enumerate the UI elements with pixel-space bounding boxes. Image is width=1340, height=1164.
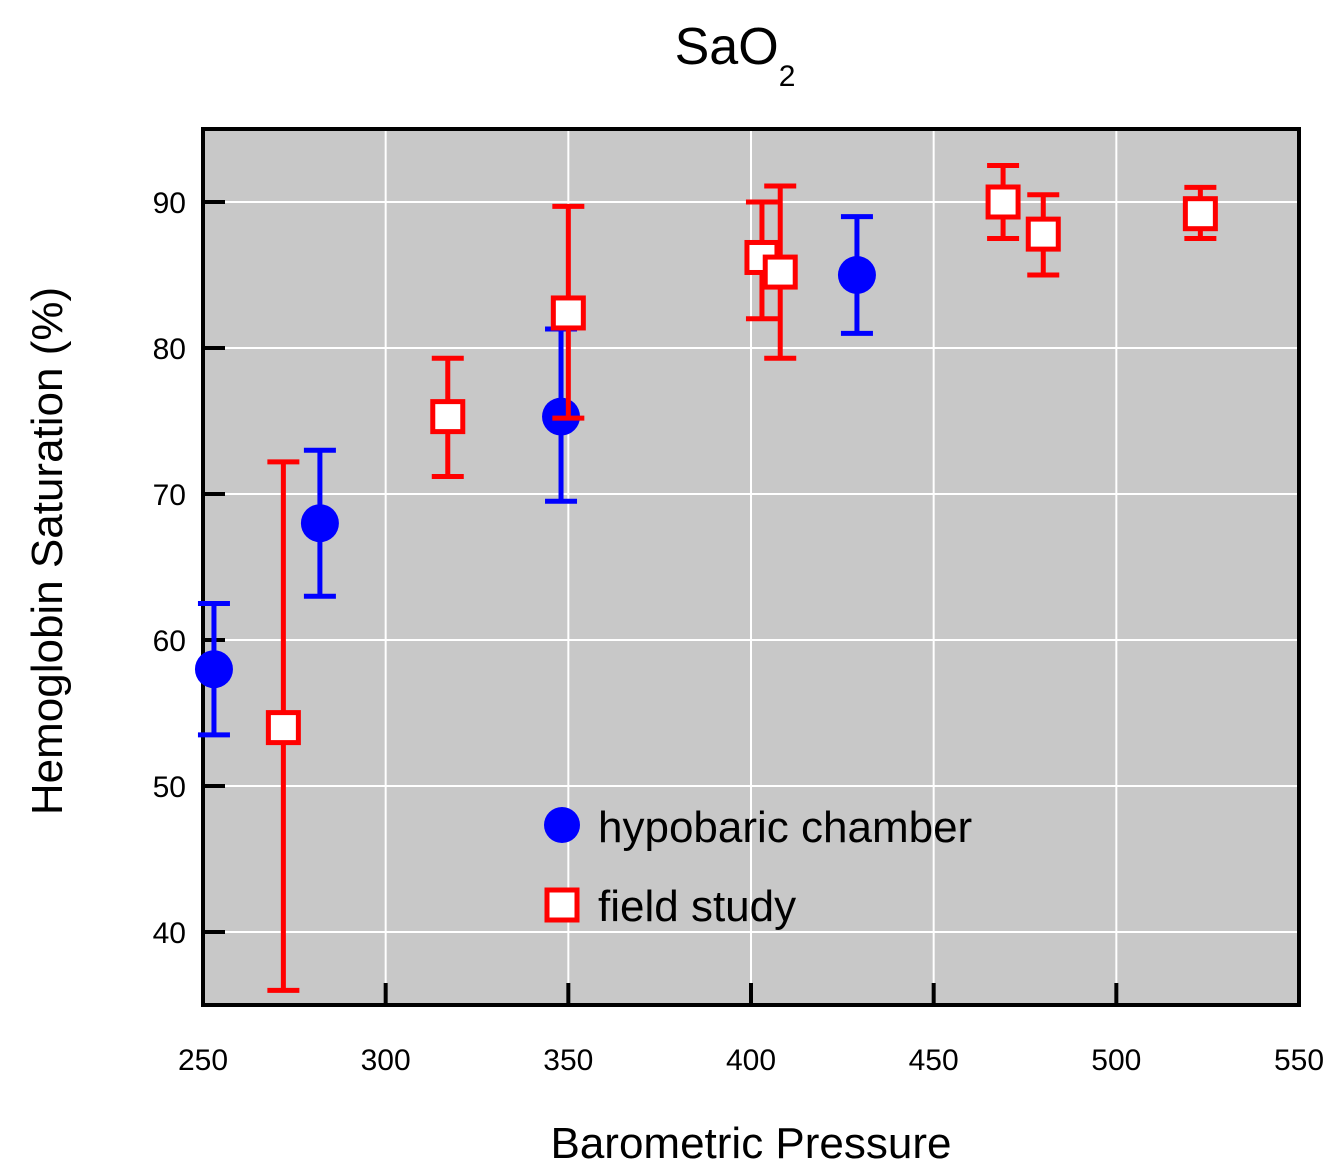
x-axis-label: Barometric Pressure [550,1119,951,1164]
y-tick-label: 90 [153,187,186,220]
data-point [1182,196,1218,232]
series-layer [194,163,1218,993]
data-point [1025,216,1061,252]
data-point [265,710,301,746]
legend-label-hypobaric-chamber: hypobaric chamber [598,803,972,852]
data-point [430,399,466,435]
plot-frame [201,127,1301,1007]
legend-label-field-study: field study [598,882,796,931]
y-axis-label: Hemoglobin Saturation (%) [23,287,72,815]
x-tick-label: 450 [909,1044,959,1077]
legend-marker-field-study [544,887,580,923]
data-point [550,295,586,331]
legend-marker-hypobaric-chamber [544,807,580,843]
tick-labels: 250 300 350 400 450 500 550 40 50 60 70 80 90 [153,187,1324,1077]
chart-title-main: SaO [675,18,779,76]
x-tick-label: 300 [361,1044,411,1077]
chart-title-subscript: 2 [779,60,796,93]
chart-title: SaO2 [675,18,796,93]
y-tick-label: 70 [153,479,186,512]
data-point [194,650,233,689]
y-tick-label: 60 [153,625,186,658]
series-1 [265,163,1218,993]
x-tick-label: 500 [1091,1044,1141,1077]
y-tick-label: 50 [153,771,186,804]
data-point [300,504,339,543]
y-tick-label: 40 [153,917,186,950]
data-point [837,256,876,294]
x-tick-label: 400 [726,1044,776,1077]
x-tick-label: 550 [1274,1044,1324,1077]
x-tick-label: 250 [178,1044,228,1077]
data-point [762,254,798,290]
data-point [985,184,1021,220]
x-tick-label: 350 [543,1044,593,1077]
legend: hypobaric chamber field study [544,803,972,931]
y-tick-label: 80 [153,333,186,366]
